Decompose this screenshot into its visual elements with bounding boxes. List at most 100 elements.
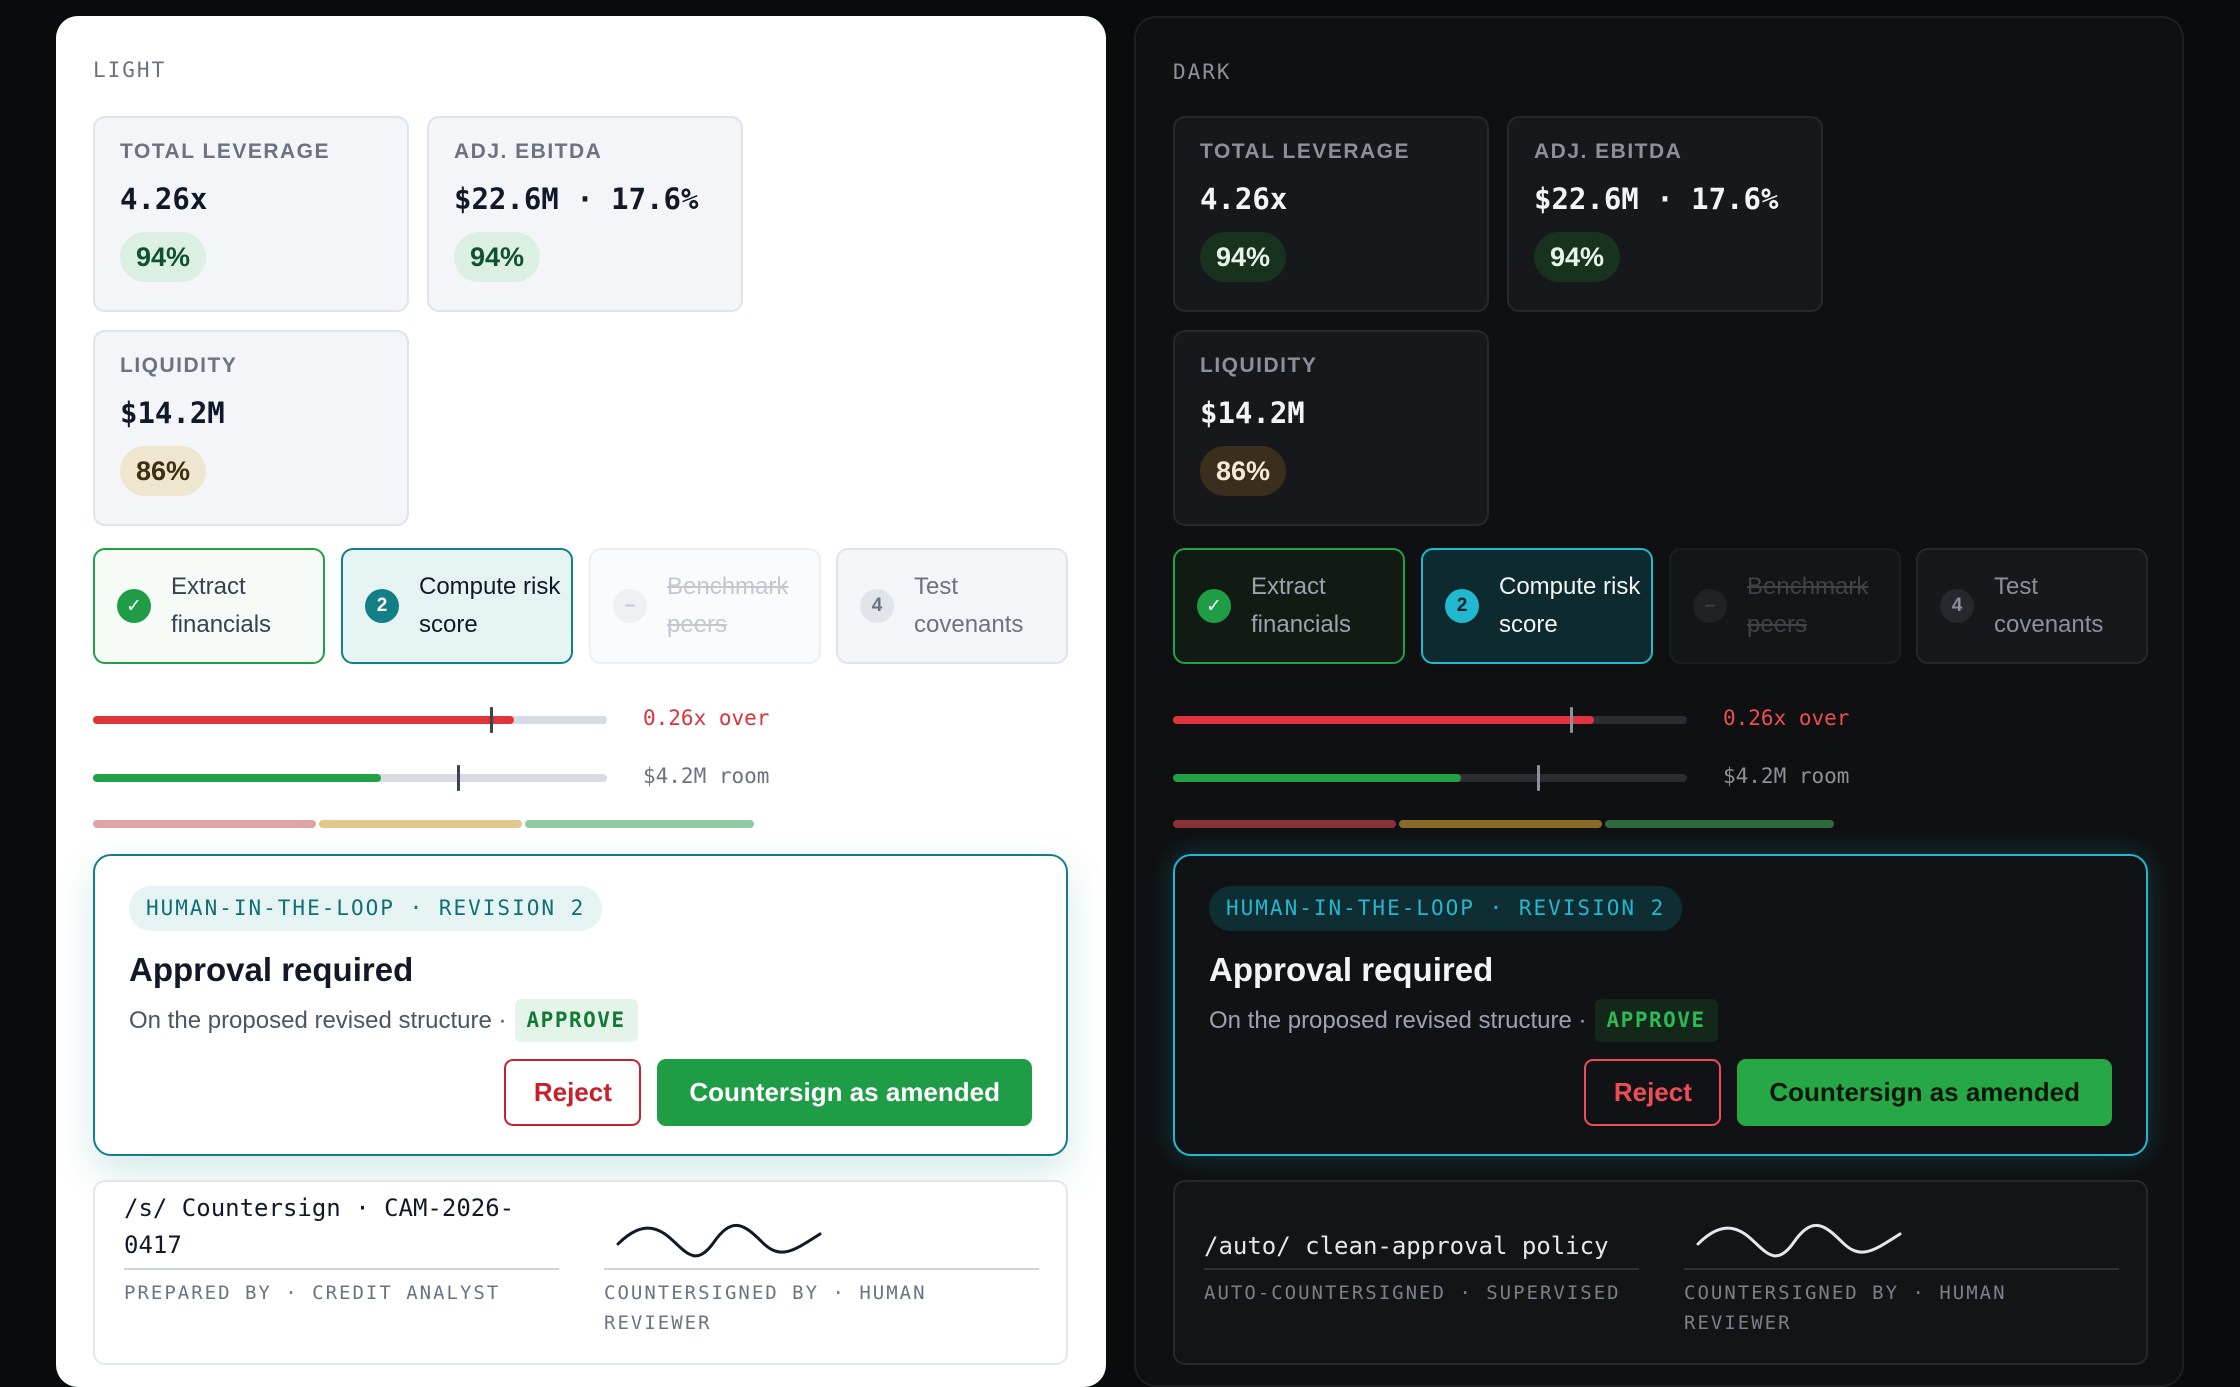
gauge-fill: [93, 774, 381, 782]
liquidity-note: $4.2M room: [643, 764, 770, 788]
approval-card: HUMAN-IN-THE-LOOP · REVISION 2 Approval …: [1173, 854, 2148, 1156]
step-label: Test covenants: [914, 573, 1024, 638]
dark-theme-panel: DARK TOTAL LEVERAGE 4.26x 94% ADJ. EBITD…: [1134, 16, 2184, 1387]
metric-card-adj-ebitda: ADJ. EBITDA $22.6M · 17.6% 94%: [1507, 116, 1823, 312]
step-label: Compute risk score: [419, 573, 561, 638]
covenant-marker: [1536, 765, 1540, 791]
signature-rule: [1204, 1268, 1639, 1270]
step-extract-financials[interactable]: ✓ Extract financials: [93, 548, 325, 664]
covenant-marker: [1570, 707, 1574, 733]
dash-icon: –: [613, 589, 647, 623]
leverage-gauge: [93, 707, 607, 733]
metric-card-total-leverage: TOTAL LEVERAGE 4.26x 94%: [1173, 116, 1489, 312]
risk-band-segment-red: [1173, 820, 1396, 828]
covenant-marker: [456, 765, 460, 791]
metric-card-liquidity: LIQUIDITY $14.2M 86%: [93, 330, 409, 526]
confidence-badge: 86%: [120, 446, 207, 496]
countersign-button[interactable]: Countersign as amended: [1737, 1059, 2112, 1126]
risk-band: [1173, 820, 1834, 828]
signature-caption: AUTO-COUNTERSIGNED · SUPERVISED: [1204, 1282, 1621, 1304]
panel-label: LIGHT: [93, 58, 167, 82]
covenant-marker: [490, 707, 494, 733]
approval-subtitle-text: On the proposed revised structure ·: [1209, 1006, 1587, 1034]
handwritten-signature-icon: [616, 1223, 822, 1258]
step-test-covenants[interactable]: 4 Test covenants: [1916, 548, 2148, 664]
reject-button[interactable]: Reject: [504, 1059, 642, 1126]
metric-label: TOTAL LEVERAGE: [1200, 140, 1411, 163]
metric-label: ADJ. EBITDA: [454, 140, 603, 163]
confidence-badge: 94%: [120, 232, 207, 282]
dash-icon: –: [1693, 589, 1727, 623]
approval-title: Approval required: [1209, 951, 1494, 988]
leverage-note: 0.26x over: [643, 706, 770, 730]
signature-block: /auto/ clean-approval policy AUTO-COUNTE…: [1173, 1180, 2148, 1365]
signature-caption: PREPARED BY · CREDIT ANALYST: [124, 1282, 501, 1304]
step-benchmark-peers[interactable]: – Benchmark peers: [1669, 548, 1901, 664]
handwritten-signature-icon: [1696, 1223, 1902, 1258]
step-label: Compute risk score: [1499, 573, 1641, 638]
metric-value: $14.2M: [120, 396, 225, 430]
approval-subtitle-text: On the proposed revised structure ·: [129, 1006, 507, 1034]
step-label: Extract financials: [171, 573, 272, 638]
step-label: Benchmark peers: [667, 573, 789, 638]
signature-text: /s/ Countersign · CAM-2026-0417: [124, 1194, 515, 1259]
gauge-fill: [93, 716, 515, 724]
approval-subtitle: On the proposed revised structure · APPR…: [129, 999, 1032, 1042]
risk-band-segment-green: [1604, 820, 1834, 828]
countersign-button[interactable]: Countersign as amended: [657, 1059, 1032, 1126]
metric-value: $14.2M: [1200, 396, 1305, 430]
hitl-badge: HUMAN-IN-THE-LOOP · REVISION 2: [1209, 886, 1683, 931]
risk-band-segment-amber: [1398, 820, 1602, 828]
step-compute-risk-score[interactable]: 2 Compute risk score: [1421, 548, 1653, 664]
leverage-gauge: [1173, 707, 1687, 733]
risk-band-segment-amber: [318, 820, 522, 828]
panel-label: DARK: [1173, 60, 1232, 84]
metric-card-total-leverage: TOTAL LEVERAGE 4.26x 94%: [93, 116, 409, 312]
step-test-covenants[interactable]: 4 Test covenants: [836, 548, 1068, 664]
metric-value: $22.6M · 17.6%: [1534, 182, 1779, 216]
risk-band-segment-red: [93, 820, 316, 828]
step-compute-risk-score[interactable]: 2 Compute risk score: [341, 548, 573, 664]
signature-rule: [604, 1268, 1039, 1270]
step-number-icon: 2: [365, 589, 399, 623]
metric-label: TOTAL LEVERAGE: [120, 140, 331, 163]
metric-card-adj-ebitda: ADJ. EBITDA $22.6M · 17.6% 94%: [427, 116, 743, 312]
approve-tag: APPROVE: [514, 999, 638, 1042]
check-icon: ✓: [1197, 589, 1231, 623]
step-number-icon: 4: [1940, 589, 1974, 623]
signature-rule: [1684, 1268, 2119, 1270]
signature-caption: COUNTERSIGNED BY · HUMAN REVIEWER: [604, 1282, 927, 1334]
step-number-icon: 4: [860, 589, 894, 623]
leverage-note: 0.26x over: [1723, 706, 1850, 730]
signature-rule: [124, 1268, 559, 1270]
step-extract-financials[interactable]: ✓ Extract financials: [1173, 548, 1405, 664]
confidence-badge: 94%: [454, 232, 541, 282]
liquidity-gauge: [93, 765, 607, 791]
approval-actions: Reject Countersign as amended: [1584, 1059, 2112, 1126]
step-number-icon: 2: [1445, 589, 1479, 623]
metric-value: 4.26x: [1200, 182, 1288, 216]
approve-tag: APPROVE: [1594, 999, 1718, 1042]
signature-text: /auto/ clean-approval policy: [1204, 1232, 1609, 1260]
metric-value: 4.26x: [120, 182, 208, 216]
signature-caption: COUNTERSIGNED BY · HUMAN REVIEWER: [1684, 1282, 2007, 1334]
approval-card: HUMAN-IN-THE-LOOP · REVISION 2 Approval …: [93, 854, 1068, 1156]
confidence-badge: 94%: [1200, 232, 1287, 282]
step-label: Test covenants: [1994, 573, 2104, 638]
metric-label: ADJ. EBITDA: [1534, 140, 1683, 163]
check-icon: ✓: [117, 589, 151, 623]
liquidity-gauge: [1173, 765, 1687, 791]
step-benchmark-peers[interactable]: – Benchmark peers: [589, 548, 821, 664]
metric-label: LIQUIDITY: [120, 354, 238, 377]
confidence-badge: 94%: [1534, 232, 1621, 282]
step-label: Benchmark peers: [1747, 573, 1869, 638]
step-label: Extract financials: [1251, 573, 1352, 638]
risk-band: [93, 820, 754, 828]
approval-actions: Reject Countersign as amended: [504, 1059, 1032, 1126]
reject-button[interactable]: Reject: [1584, 1059, 1722, 1126]
liquidity-note: $4.2M room: [1723, 764, 1850, 788]
approval-title: Approval required: [129, 951, 414, 988]
metric-label: LIQUIDITY: [1200, 354, 1318, 377]
signature-block: /s/ Countersign · CAM-2026-0417 PREPARED…: [93, 1180, 1068, 1365]
hitl-badge: HUMAN-IN-THE-LOOP · REVISION 2: [129, 886, 603, 931]
